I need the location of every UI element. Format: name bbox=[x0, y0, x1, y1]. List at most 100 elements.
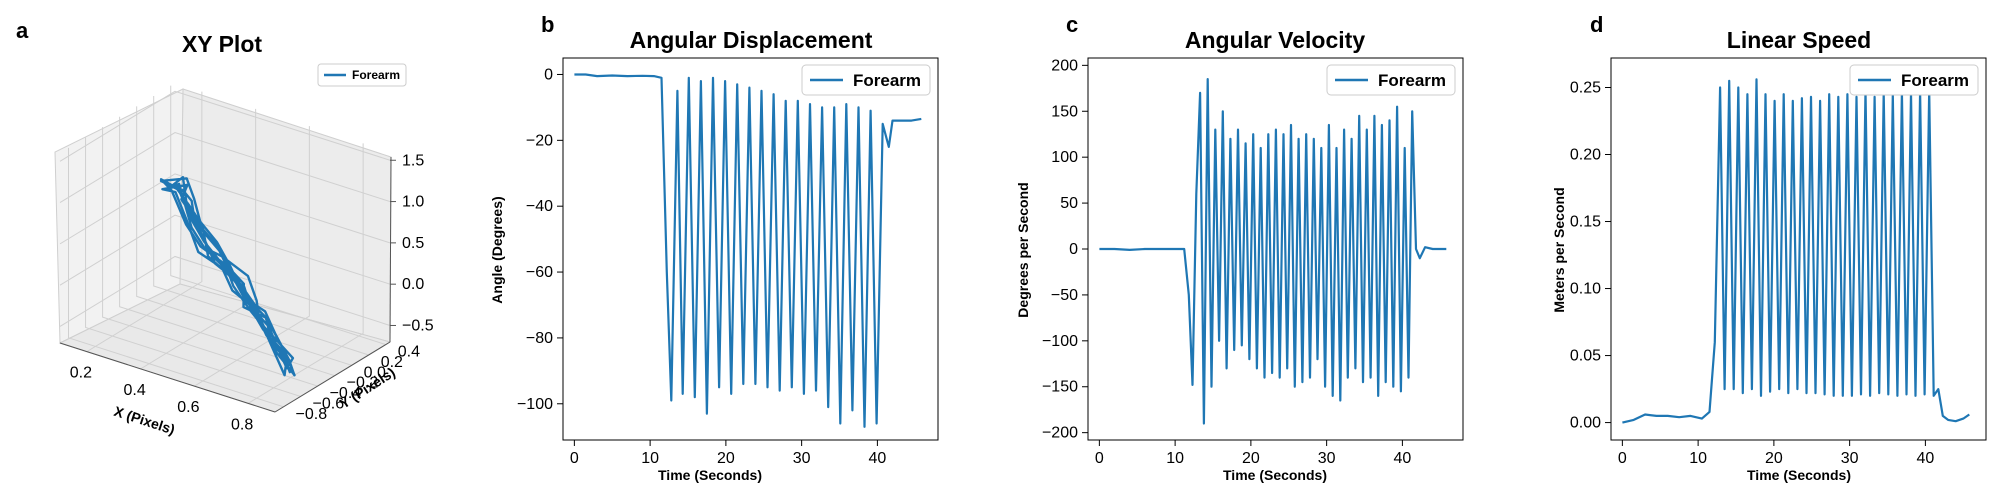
y-tick-label: −0.4 bbox=[330, 385, 362, 402]
y-tick-label: −60 bbox=[526, 264, 553, 281]
panel-letter-d: d bbox=[1590, 12, 1603, 37]
y-tick-label: −20 bbox=[526, 132, 553, 149]
panel-letter-b: b bbox=[541, 12, 554, 37]
x-axis-label-d: Time (Seconds) bbox=[1747, 467, 1851, 483]
y-axis-label-b: Angle (Degrees) bbox=[489, 196, 505, 303]
y-tick-label: 0.00 bbox=[1570, 415, 1601, 432]
x-tick-label: 10 bbox=[641, 450, 659, 467]
grid-line bbox=[247, 143, 364, 404]
series-line-forearm-d bbox=[1622, 78, 1970, 424]
chart-title-c: Angular Velocity bbox=[1185, 27, 1365, 53]
z-tick-label: 1.5 bbox=[402, 152, 424, 169]
y-tick-label: 150 bbox=[1051, 103, 1078, 120]
y-tick-label: −0.2 bbox=[347, 375, 379, 392]
y-tick-label: −0.6 bbox=[313, 395, 345, 412]
y-tick-label: −80 bbox=[526, 330, 553, 347]
panel-d: d Linear Speed 0 10 20 30 40 0.25 0.20 0.15 0.10… bbox=[1551, 12, 1987, 483]
z-tick-label: 1.0 bbox=[402, 194, 424, 211]
x-tick-label: 30 bbox=[1841, 450, 1859, 467]
tick-labels-b: 0 10 20 30 40 0 −20 −40 −60 −80 −100 bbox=[517, 66, 886, 467]
legend-label-c: Forearm bbox=[1378, 71, 1446, 90]
legend-box-d bbox=[1849, 64, 1979, 96]
y-tick-label: 0.15 bbox=[1570, 214, 1601, 231]
x-tick-label: 40 bbox=[868, 450, 886, 467]
grid-line bbox=[59, 214, 391, 286]
y-tick-label: 50 bbox=[1060, 195, 1078, 212]
series-line-forearm-c bbox=[1099, 78, 1447, 425]
y-tick-label: 0.05 bbox=[1570, 348, 1601, 365]
x-tick-label: 0.4 bbox=[124, 382, 146, 399]
grid-line bbox=[170, 85, 386, 346]
y-tick-label: 0.4 bbox=[398, 344, 420, 361]
legend-box-a bbox=[317, 63, 407, 87]
panel-letter-a: a bbox=[16, 18, 29, 43]
y-tick-label: 0.20 bbox=[1570, 147, 1601, 164]
legend-label-a: Forearm bbox=[352, 68, 400, 82]
z-tick-label: −0.5 bbox=[402, 317, 434, 334]
x-axis-label-a: X (Pixels) bbox=[112, 403, 177, 438]
x-tick-label: 40 bbox=[1916, 450, 1934, 467]
tick-labels-d: 0 10 20 30 40 0.25 0.20 0.15 0.10 0.05 0.00 bbox=[1570, 79, 1935, 467]
plot-frame-d bbox=[1610, 57, 1987, 441]
grid-line bbox=[59, 255, 391, 327]
y-tick-label: −150 bbox=[1042, 379, 1078, 396]
series-line-forearm-3d bbox=[159, 176, 296, 377]
x-tick-label: 20 bbox=[717, 450, 735, 467]
panel-c: c Angular Velocity 0 10 20 30 40200150100500… bbox=[1015, 12, 1464, 483]
x-axis-label-b: Time (Seconds) bbox=[658, 467, 762, 483]
chart-title-a: XY Plot bbox=[182, 31, 262, 57]
z-tick-label: 0.5 bbox=[402, 235, 424, 252]
x-tick-label: 0 bbox=[570, 450, 579, 467]
x-tick-label: 10 bbox=[1166, 450, 1184, 467]
x-tick-label: 0 bbox=[1618, 450, 1627, 467]
grid-line bbox=[59, 90, 391, 162]
x-tick-label: 20 bbox=[1765, 450, 1783, 467]
y-axis-label-c: Degrees per Second bbox=[1015, 182, 1031, 317]
chart-title-d: Linear Speed bbox=[1727, 27, 1871, 53]
y-tick-label: −200 bbox=[1042, 425, 1078, 442]
y-tick-label: 200 bbox=[1051, 57, 1078, 74]
y-tick-label: 0.0 bbox=[364, 364, 386, 381]
y-tick-label: −100 bbox=[517, 396, 553, 413]
grid-3d bbox=[59, 85, 391, 408]
y-tick-label: 0 bbox=[1069, 241, 1078, 258]
x-tick-label: 0 bbox=[1095, 450, 1104, 467]
x-tick-label: 30 bbox=[793, 450, 811, 467]
x-axis-label-c: Time (Seconds) bbox=[1223, 467, 1327, 483]
grid-line bbox=[59, 173, 391, 245]
x-tick-label: 0.2 bbox=[70, 365, 92, 382]
z-tick-label: 0.0 bbox=[402, 276, 424, 293]
legend-label-b: Forearm bbox=[853, 71, 921, 90]
plot-frame-b bbox=[562, 57, 939, 441]
x-tick-label: 10 bbox=[1689, 450, 1707, 467]
y-tick-label: 0.2 bbox=[381, 354, 403, 371]
x-tick-label: 0.8 bbox=[231, 416, 253, 433]
x-tick-label: 0.6 bbox=[177, 399, 199, 416]
y-tick-label: 0.10 bbox=[1570, 281, 1601, 298]
x-axis-line bbox=[59, 342, 276, 413]
x-tick-label: 40 bbox=[1393, 450, 1411, 467]
legend-d: Forearm bbox=[1849, 64, 1979, 96]
legend-label-d: Forearm bbox=[1901, 71, 1969, 90]
grid-line bbox=[153, 95, 369, 356]
x-tick-labels: 0.2 0.4 0.6 0.8 bbox=[70, 365, 254, 434]
chart-title-b: Angular Displacement bbox=[630, 27, 873, 53]
z-axis-line bbox=[389, 156, 392, 343]
grid-line bbox=[68, 147, 284, 408]
y-tick-label: 0 bbox=[544, 66, 553, 83]
legend-box-b bbox=[801, 64, 931, 96]
z-tick-labels: −0.5 0.0 0.5 1.0 1.5 bbox=[390, 152, 434, 334]
y-tick-label: −0.8 bbox=[296, 406, 328, 423]
y-tick-label: 100 bbox=[1051, 149, 1078, 166]
x-tick-label: 20 bbox=[1242, 450, 1260, 467]
y-tick-label: −40 bbox=[526, 198, 553, 215]
legend-c: Forearm bbox=[1326, 64, 1456, 96]
legend-b: Forearm bbox=[801, 64, 931, 96]
y-tick-label: −100 bbox=[1042, 333, 1078, 350]
panel-letter-c: c bbox=[1066, 12, 1078, 37]
y-tick-labels: −0.8−0.6−0.4−0.20.00.20.4 bbox=[296, 344, 421, 423]
legend-box-c bbox=[1326, 64, 1456, 96]
panel-a: a XY Plot 0.20.40.60.8 −0.8−0.6−0.4−0.20… bbox=[16, 18, 434, 438]
grid-line bbox=[102, 127, 318, 387]
